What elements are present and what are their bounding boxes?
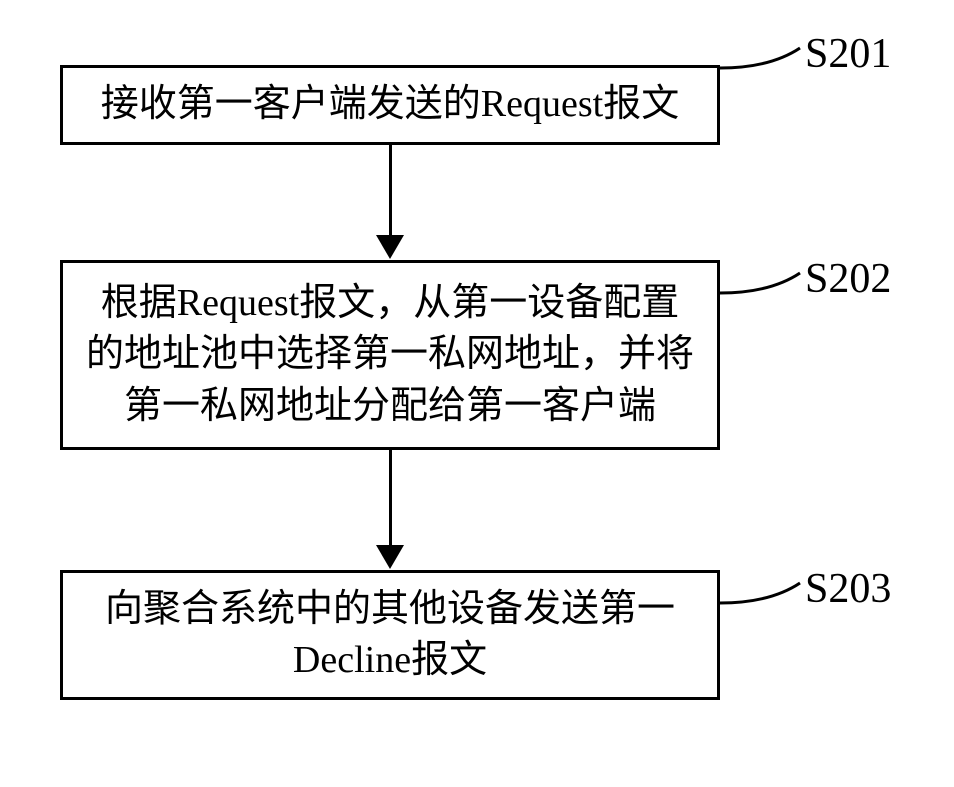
- connector-s201: [720, 45, 810, 75]
- step-text-s202: 根据Request报文，从第一设备配置的地址池中选择第一私网地址，并将第一私网地…: [83, 278, 697, 432]
- connector-s202: [720, 270, 810, 300]
- connector-s203: [720, 580, 810, 610]
- step-text-s203: 向聚合系统中的其他设备发送第一Decline报文: [83, 584, 697, 687]
- step-box-s201: 接收第一客户端发送的Request报文: [60, 65, 720, 145]
- arrow-s202-s203: [376, 450, 404, 569]
- step-label-s203: S203: [805, 565, 891, 613]
- arrow-line-icon: [389, 145, 392, 235]
- step-label-s201: S201: [805, 30, 891, 78]
- step-label-s202: S202: [805, 255, 891, 303]
- step-text-s201: 接收第一客户端发送的Request报文: [101, 79, 679, 130]
- step-box-s202: 根据Request报文，从第一设备配置的地址池中选择第一私网地址，并将第一私网地…: [60, 260, 720, 450]
- arrow-head-icon: [376, 545, 404, 569]
- arrow-s201-s202: [376, 145, 404, 259]
- arrow-line-icon: [389, 450, 392, 545]
- arrow-head-icon: [376, 235, 404, 259]
- flowchart-container: 接收第一客户端发送的Request报文 S201 根据Request报文，从第一…: [50, 30, 904, 757]
- step-box-s203: 向聚合系统中的其他设备发送第一Decline报文: [60, 570, 720, 700]
